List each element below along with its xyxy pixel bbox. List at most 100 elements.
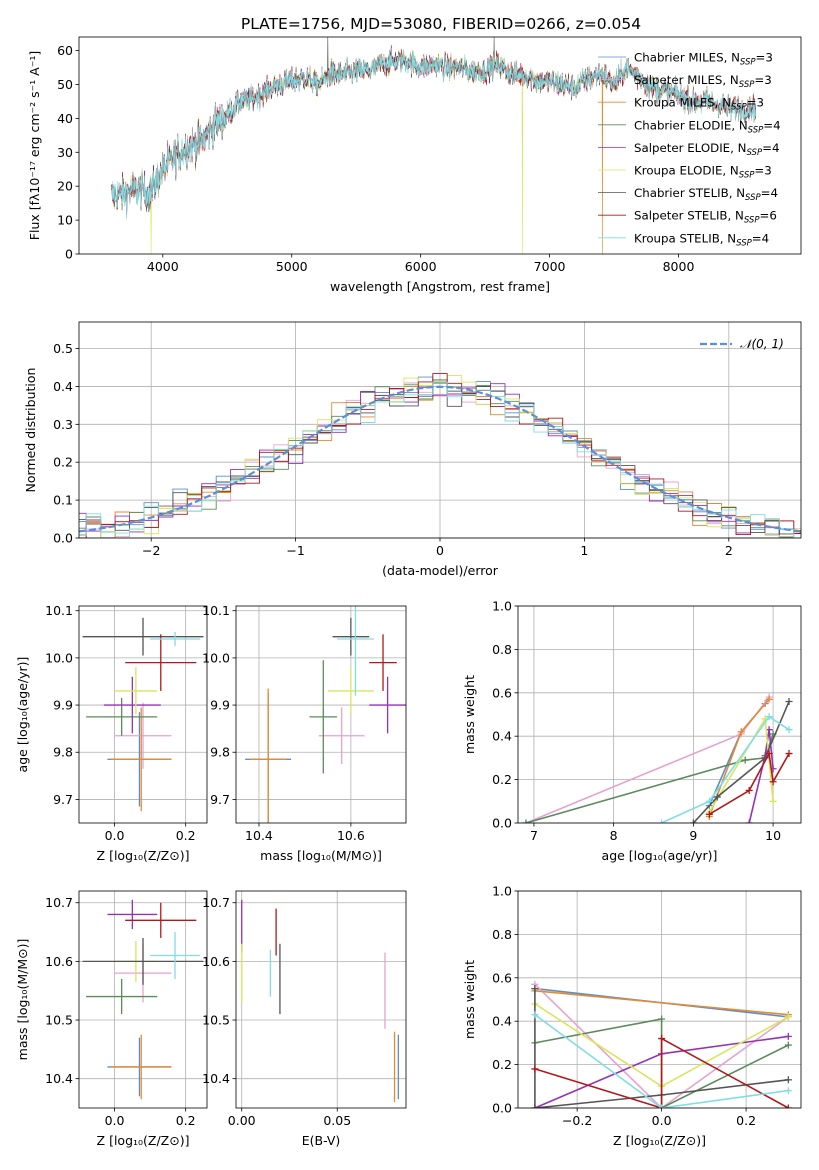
mass-weight-line [692,701,790,823]
tick-label-y: 40 [57,111,73,126]
tick-label-y: 10.0 [202,650,230,665]
legend-entry: Salpeter STELIB, NSSP=6 [634,209,777,226]
plus-marker [531,1104,539,1108]
mass-weight-line [534,990,789,1016]
tick-label-y: 10.4 [202,1071,230,1086]
histogram-kroupa-stelib [79,381,801,538]
legend-entry: Salpeter MILES, NSSP=3 [634,73,772,90]
plus-marker [705,797,713,805]
plus-marker [784,1013,792,1021]
x-axis-label: Z [log₁₀(Z/Z⊙)] [613,1133,706,1148]
tick-label-x: 0.0 [105,1113,125,1128]
y-axis-label: Flux [fλ10⁻¹⁷ erg cm⁻² s⁻¹ A⁻¹] [27,51,42,240]
tick-label-x: 8 [610,828,618,843]
tick-label-y: 0.0 [492,1101,512,1116]
tick-label-x: 8000 [663,259,695,274]
plus-marker [531,1011,539,1019]
x-axis-label: (data-model)/error [382,563,499,578]
tick-label-y: 10 [57,213,73,228]
axes-frame [78,321,802,539]
tick-label-x: 0.05 [323,1113,351,1128]
tick-label-y: 0.2 [492,1057,512,1072]
plus-marker [658,1035,666,1043]
plus-marker [713,793,721,801]
histogram-salpeter-stelib [79,373,801,538]
plus-marker [765,713,773,721]
mass-vs-metallicity-axes: 0.0 0.2 10.4 10.5 10.6 10.7 Z [log₁₀(Z/Z⊙)] mas… [15,890,208,1148]
tick-label-y: 0.5 [53,341,73,356]
tick-label-x: 7 [530,828,538,843]
tick-label-y: 0.4 [492,729,512,744]
x-axis-label: age [log₁₀(age/yr)] [602,848,718,863]
legend-subscript: SSP [731,103,747,113]
plus-marker [737,728,745,736]
x-axis-label: wavelength [Angstrom, rest frame] [330,279,550,294]
plus-marker [658,1015,666,1023]
tick-label-x: 10.4 [245,828,273,843]
legend-entry: Chabrier MILES, NSSP=3 [634,51,773,68]
plus-marker [765,695,773,703]
plus-marker [784,1076,792,1084]
plus-marker [769,778,777,786]
spectrum-axes: 4000 5000 6000 7000 8000 0 10 20 30 40 50 60 wavelen… [27,36,802,294]
plot-area [531,980,792,1108]
mass-weight-line [534,988,789,1108]
plus-marker [785,697,793,705]
legend-suffix: =6 [759,209,776,223]
legend-subscript: SSP [746,148,762,158]
tick-label-y: 0.2 [53,455,73,470]
tick-label-y: 10.5 [45,1013,73,1028]
plus-marker [689,819,697,823]
tick-label-x: 7000 [534,259,566,274]
tick-label-y: 9.9 [53,698,73,713]
y-axis-label: age [log₁₀(age/yr)] [15,657,30,773]
tick-label-y: 10.5 [202,1013,230,1028]
legend-subscript: SSP [739,171,755,181]
tick-label-x: 0.2 [176,1113,196,1128]
tick-label-y: 1.0 [492,599,512,614]
tick-label-x: 6000 [405,259,437,274]
legend-subscript: SSP [748,125,764,135]
legend-entry: Kroupa STELIB, NSSP=4 [634,231,769,248]
plus-marker [658,1104,666,1108]
tick-label-y: 10.0 [45,650,73,665]
legend-subscript: SSP [740,58,756,68]
plus-marker [784,1041,792,1049]
legend-suffix: =4 [763,118,780,132]
y-axis-label: Normed distribution [23,368,38,493]
tick-label-y: 9.7 [53,792,73,807]
legend-suffix: =3 [747,96,764,110]
plot-area [522,693,793,823]
tick-label-y: 0.0 [53,531,73,546]
legend-suffix: =4 [762,141,779,155]
legend-subscript: SSP [736,238,752,248]
tick-label-x: −0.2 [562,1113,592,1128]
x-axis-label: Z [log₁₀(Z/Z⊙)] [97,848,190,863]
normal-curve [79,385,801,533]
histogram-chabrier-stelib [79,379,801,535]
tick-label-y: 10.1 [45,603,73,618]
tick-label-y: 30 [57,145,73,160]
legend-suffix: =3 [754,164,771,178]
mass-vs-ebv-axes: 0.00 0.05 10.4 10.5 10.6 10.7 E(B-V) [202,890,407,1148]
legend-subscript: SSP [745,193,761,203]
legend-suffix: =3 [754,73,771,87]
y-axis-label: mass weight [462,675,477,754]
tick-label-y: 0.6 [492,685,512,700]
plus-marker [705,810,713,818]
tick-label-y: 60 [57,43,73,58]
tick-label-y: 0.3 [53,417,73,432]
tick-label-x: 5000 [276,259,308,274]
mass-weight-vs-age-axes: 7 8 9 10 0.0 0.2 0.4 0.6 0.8 1.0 age [log₁₀(age/yr… [462,599,802,863]
mass-weight-line [534,1037,789,1108]
mass-weight-vs-metallicity-axes: −0.2 0.0 0.2 0.0 0.2 0.4 0.6 0.8 1.0 Z [log₁₀(Z/Z… [462,884,802,1148]
plus-marker [784,1032,792,1040]
mass-weight-line [525,696,770,823]
plus-marker [745,786,753,794]
plus-marker [784,1087,792,1095]
axes-frame [517,890,802,1109]
tick-label-x: 9 [689,828,697,843]
plot-area [79,373,801,538]
tick-label-y: 10.7 [202,895,230,910]
